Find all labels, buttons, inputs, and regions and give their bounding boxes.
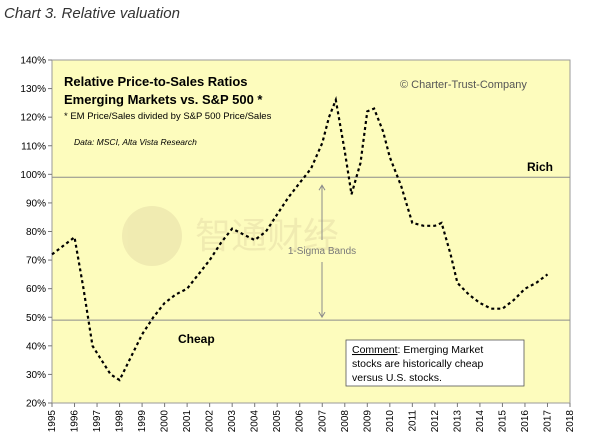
x-tick-label: 2016 [520,410,531,433]
x-tick-label: 2000 [160,410,171,433]
sigma-band-arrows [318,184,326,319]
x-tick-label: 2004 [250,410,261,433]
chart-copyright: © Charter-Trust-Company [400,79,527,91]
comment-line-1: : Emerging Market [398,344,484,356]
comment-text-line-3: versus U.S. stocks. [352,372,442,384]
x-tick-label: 2011 [407,410,418,432]
chart-subtitle: Emerging Markets vs. S&P 500 * [64,92,263,107]
x-tick-label: 1996 [70,410,81,433]
x-tick-label: 2005 [272,410,283,433]
x-tick-label: 2003 [227,410,238,433]
watermark: 智通财经 [122,206,339,266]
comment-text-line-2: stocks are historically cheap [352,358,483,370]
x-tick-label: 1998 [115,410,126,433]
y-tick-label: 100% [20,170,46,181]
y-tick-label: 120% [20,113,46,124]
x-tick-label: 2013 [452,410,463,433]
chart-source: Data: MSCI, Alta Vista Research [74,137,197,147]
band-label: 1-Sigma Bands [288,246,356,257]
y-tick-label: 40% [26,341,46,352]
chart-note: * EM Price/Sales divided by S&P 500 Pric… [64,111,272,122]
x-tick-label: 2018 [565,410,576,433]
y-tick-label: 30% [26,370,46,381]
x-tick-label: 2015 [497,410,508,433]
y-tick-label: 50% [26,313,46,324]
y-tick-label: 20% [26,399,46,410]
x-tick-label: 2001 [182,410,193,433]
y-tick-label: 110% [21,141,46,152]
arrow-up-icon [318,184,326,191]
x-tick-label: 2008 [340,410,351,433]
comment-box: Comment: Emerging Market stocks are hist… [345,339,525,387]
arrow-down-icon [318,311,326,319]
x-tick-label: 2002 [205,410,216,433]
y-axis: 20% 30% 40% 50% 60% 70% 80% 90% 100% 110% 120% 130%… [20,56,52,410]
y-tick-label: 90% [26,198,46,209]
x-tick-label: 1999 [137,410,148,433]
x-tick-label: 2006 [295,410,306,433]
chart-caption: Chart 3. Relative valuation [4,5,180,22]
rich-label: Rich [527,160,553,174]
comment-box-bg [345,339,525,387]
y-tick-label: 140% [20,56,46,67]
reference-lines [52,176,570,321]
x-tick-label: 2010 [385,410,396,433]
y-tick-label: 70% [26,256,46,267]
y-tick-label: 130% [20,84,46,95]
x-axis: 1995 1996 1997 1998 1999 2000 2001 2002 2003 2004… [47,403,576,432]
chart-title: Relative Price-to-Sales Ratios [64,74,248,89]
x-tick-label: 2012 [430,410,441,433]
comment-heading: Comment [352,344,398,356]
cheap-label: Cheap [178,332,215,346]
series-line [51,95,549,382]
comment-text-line-1: Comment: Emerging Market [352,344,483,356]
y-tick-label: 80% [26,227,46,238]
x-tick-label: 2009 [362,410,373,433]
y-tick-label: 60% [26,284,46,295]
watermark-logo-icon [122,206,182,266]
x-tick-label: 1997 [92,410,103,433]
x-tick-label: 2007 [317,410,328,433]
watermark-text: 智通财经 [195,215,339,256]
x-tick-label: 1995 [47,410,58,433]
x-tick-label: 2014 [475,410,486,433]
x-tick-label: 2017 [542,410,553,433]
